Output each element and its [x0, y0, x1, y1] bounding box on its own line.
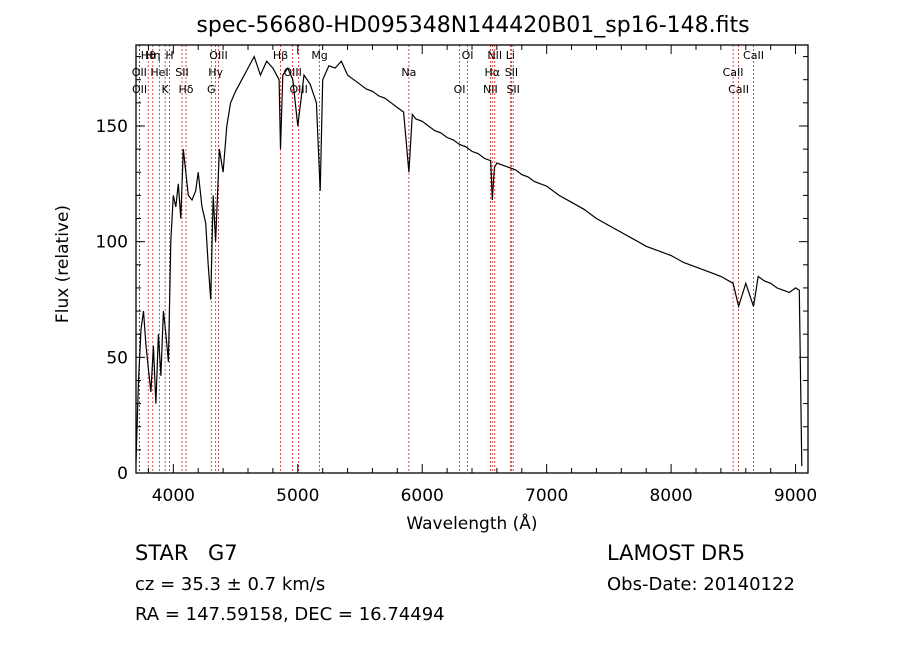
coordinates-text: RA = 147.59158, DEC = 16.74494: [135, 604, 445, 625]
spectral-line-label: Hθ: [141, 49, 156, 62]
spectral-line-label: Li: [506, 49, 515, 62]
spectral-line-label: OII: [132, 83, 147, 96]
spectral-line-markers: [138, 45, 754, 473]
x-tick-label: 7000: [525, 486, 568, 506]
spectral-line-label: CaII: [723, 66, 744, 79]
y-tick-label: 100: [96, 233, 128, 253]
y-tick-label: 0: [117, 464, 128, 484]
spectral-line-label: SII: [505, 66, 518, 79]
object-class: STAR: [135, 541, 188, 565]
spectral-line-label: K: [162, 83, 170, 96]
spectral-line-label: OIII: [289, 83, 307, 96]
spectral-line-label: HeI: [150, 66, 168, 79]
y-tick-label: 50: [106, 348, 128, 368]
spectral-line-label: Hβ: [273, 49, 288, 62]
object-subclass: G7: [208, 541, 238, 565]
x-tick-label: 6000: [401, 486, 444, 506]
x-tick-label: 9000: [774, 486, 817, 506]
y-tick-label: 150: [96, 117, 128, 137]
x-axis-ticks: 4000 5000 6000 7000 8000 9000: [147, 45, 817, 506]
observation-date: Obs-Date: 20140122: [607, 574, 795, 595]
x-tick-label: 8000: [649, 486, 692, 506]
spectral-line-label: SII: [175, 66, 188, 79]
spectral-line-label: OIII: [209, 49, 227, 62]
y-axis-label: Flux (relative): [53, 205, 73, 323]
x-tick-label: 5000: [276, 486, 319, 506]
plot-frame: [135, 44, 809, 474]
spectral-line-label: SII: [506, 83, 519, 96]
spectral-line-label: Hγ: [208, 66, 223, 79]
spectral-line-labels: HθOIIOIIHηHeIKHSIIHδOIIIHγGHβOIIIOIIIMgN…: [132, 49, 764, 96]
spectral-line-label: OI: [454, 83, 466, 96]
y-axis-ticks: 0 50 100 150: [96, 56, 808, 484]
x-tick-label: 4000: [152, 486, 195, 506]
spectral-line-label: G: [207, 83, 216, 96]
spectral-line-label: CaII: [728, 83, 749, 96]
spectral-line-label: H: [165, 49, 173, 62]
spectral-line-label: OI: [462, 49, 474, 62]
spectral-line-label: Hδ: [179, 83, 194, 96]
redshift-text: cz = 35.3 ± 0.7 km/s: [135, 574, 325, 595]
spectral-line-label: Na: [401, 66, 416, 79]
spectral-line-label: Mg: [311, 49, 327, 62]
spectral-line-label: NII: [487, 49, 502, 62]
spectral-line-label: NII: [483, 83, 498, 96]
survey-name: LAMOST DR5: [607, 541, 745, 565]
spectral-line-label: OIII: [283, 66, 301, 79]
spectrum-line: [135, 55, 803, 467]
spectral-line-label: CaII: [743, 49, 764, 62]
chart-title: spec-56680-HD095348N144420B01_sp16-148.f…: [196, 13, 749, 38]
spectral-line-label: OII: [132, 66, 147, 79]
spectral-line-label: Hη: [145, 49, 160, 62]
spectral-line-label: Hα: [485, 66, 501, 79]
x-axis-label: Wavelength (Å): [406, 512, 537, 534]
